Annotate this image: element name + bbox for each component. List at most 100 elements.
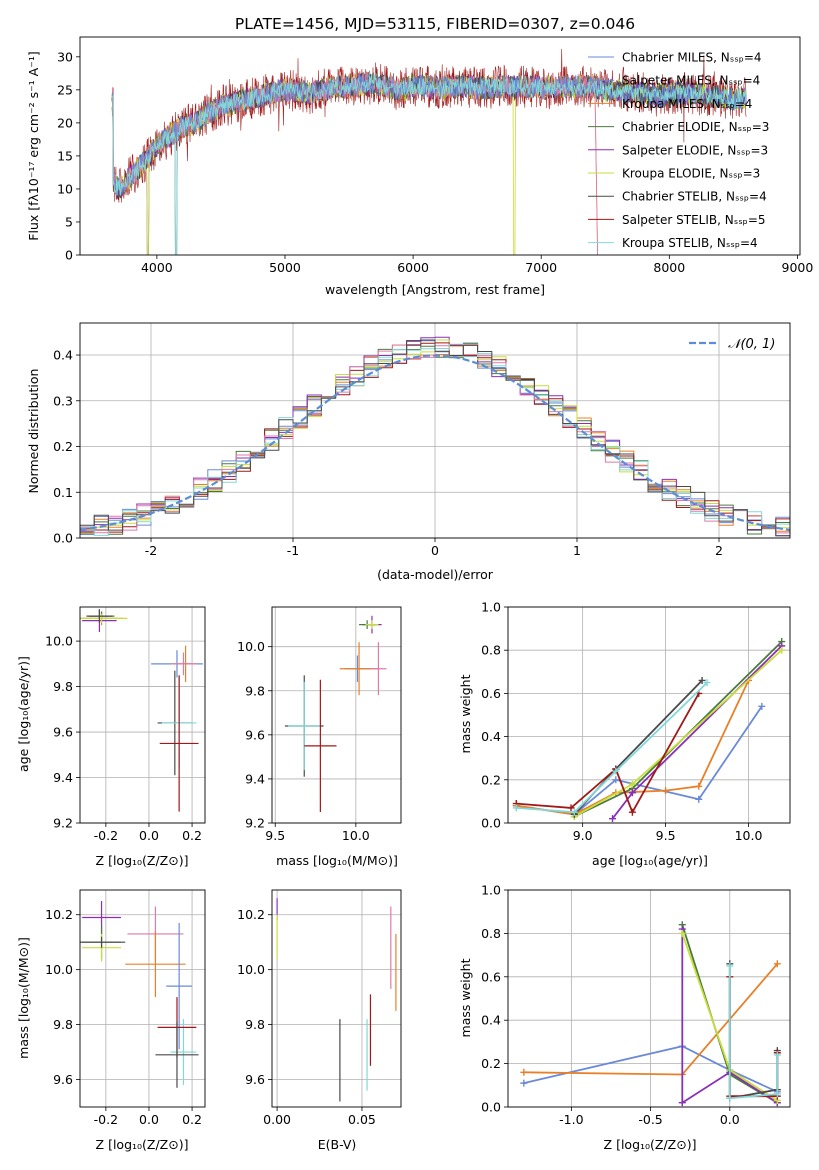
residuals-y-tick-label: 0.0 [53, 531, 73, 546]
mass-vs-ebv-y-tick-label: 10.0 [237, 962, 265, 977]
massweight-vs-Z-x-tick-label: -1.0 [559, 1112, 583, 1127]
massweight-vs-age-x-tick-label: 9.5 [656, 828, 676, 843]
mass-weight-vs-age-y-label: mass weight [458, 674, 473, 753]
mass-weight-vs-metallicity-panel: -1.0 -0.5 0.0 0.0 0.2 0.4 0.6 0.8 1.0 Z [log₁₀(Z… [458, 883, 791, 1152]
mass-weight-point-marker [628, 780, 636, 788]
age-vs-Z-x-tick-label: 0.0 [139, 828, 159, 843]
spectrum-legend-label: Chabrier MILES, Nₛₛₚ=4 [622, 51, 762, 65]
mass-weight-vs-metallicity-plot-area: -1.0 -0.5 0.0 0.0 0.2 0.4 0.6 0.8 1.0 [481, 883, 791, 1127]
mass-weight-point-marker [609, 815, 617, 823]
normal-legend-label: 𝒩(0, 1) [728, 337, 775, 352]
spectrum-x-tick-label: 6000 [397, 260, 429, 275]
mass-weight-point-marker [628, 789, 636, 797]
mass-weight-vs-age-panel: 9.0 9.5 10.0 0.0 0.2 0.4 0.6 0.8 1.0 age [log₁₀(… [458, 600, 791, 868]
age-vs-mass-x-label: mass [log₁₀(M/M⊙)] [276, 853, 398, 868]
spectrum-panel: PLATE=1456, MJD=53115, FIBERID=0307, z=0… [26, 15, 813, 297]
residuals-x-tick-label: -2 [145, 543, 157, 558]
age-vs-Z-x-tick-label: -0.2 [94, 828, 118, 843]
residuals-y-tick-label: 0.3 [53, 393, 73, 408]
mass-weight-point-marker [662, 787, 670, 795]
age-vs-metallicity-x-label: Z [log₁₀(Z/Z⊙)] [96, 853, 189, 868]
spectrum-y-tick-label: 15 [57, 148, 73, 163]
massweight-vs-Z-x-tick-label: 0.0 [720, 1112, 740, 1127]
mass-vs-ebv-x-tick-label: 0.05 [348, 1112, 376, 1127]
mass-weight-point-marker [695, 782, 703, 790]
histogram-legend: 𝒩(0, 1) [689, 337, 775, 352]
residual-histogram-panel: -2 -1 0 1 2 0.0 0.1 0.2 0.3 0.4 (data-model)/erro… [26, 322, 791, 582]
histogram-plot-area: -2 -1 0 1 2 0.0 0.1 0.2 0.3 0.4 [53, 322, 791, 558]
massweight-vs-Z-frame [507, 889, 791, 1108]
massweight-vs-age-y-tick-label: 1.0 [481, 600, 501, 615]
mass-vs-ebv-x-tick-label: 0.00 [263, 1112, 291, 1127]
spectrum-plot-area: 4000 5000 6000 7000 8000 9000 0 5 10 15 20 25 30 [57, 36, 814, 275]
mass-weight-vs-age-x-label: age [log₁₀(age/yr)] [592, 853, 708, 868]
mass-weight-series-line [516, 681, 708, 814]
mass-vs-ebv-frame [271, 889, 402, 1108]
age-vs-metallicity-panel: -0.2 0.0 0.2 9.2 9.4 9.6 9.8 10.0 Z [log₁₀(Z/Z⊙… [16, 606, 206, 868]
histogram-x-label: (data-model)/error [377, 567, 494, 582]
mass-vs-ebv-y-tick-label: 10.2 [237, 907, 265, 922]
mass-weight-point-marker [758, 702, 766, 710]
mass-weight-vs-metallicity-y-label: mass weight [458, 958, 473, 1037]
mass-weight-point-marker [678, 1099, 686, 1107]
residuals-x-tick-label: 2 [715, 543, 723, 558]
mass-weight-point-marker [726, 1094, 734, 1102]
spectrum-y-tick-label: 25 [57, 82, 73, 97]
mass-weight-point-marker [567, 804, 575, 812]
spectrum-title: PLATE=1456, MJD=53115, FIBERID=0307, z=0… [235, 15, 635, 33]
age-vs-metallicity-y-label: age [log₁₀(age/yr)] [16, 656, 31, 772]
residuals-x-tick-label: 0 [431, 543, 439, 558]
mass-vs-Z-y-tick-label: 10.0 [45, 962, 73, 977]
age-vs-mass-plot-area: 9.5 10.0 9.2 9.4 9.6 9.8 10.0 [237, 606, 402, 843]
mass-vs-Z-y-tick-label: 10.2 [45, 907, 73, 922]
residuals-y-tick-label: 0.4 [53, 348, 73, 363]
massweight-vs-Z-x-tick-label: -0.5 [638, 1112, 662, 1127]
spectrum-y-label: Flux [fλ10⁻¹⁷ erg cm⁻² s⁻¹ A⁻¹] [26, 51, 41, 240]
mass-vs-extinction-x-label: E(B-V) [318, 1137, 357, 1152]
spectrum-x-tick-label: 9000 [782, 260, 814, 275]
mass-vs-Z-y-tick-label: 9.8 [53, 1017, 73, 1032]
massweight-vs-age-y-tick-label: 0.2 [481, 772, 501, 787]
mass-vs-ebv-y-tick-label: 9.8 [245, 1017, 265, 1032]
residuals-x-tick-label: 1 [573, 543, 581, 558]
age-vs-mass-x-tick-label: 9.5 [265, 828, 285, 843]
massweight-vs-Z-y-tick-label: 0.8 [481, 926, 501, 941]
histogram-y-label: Normed distribution [26, 369, 41, 494]
mass-vs-ebv-y-tick-label: 9.6 [245, 1072, 265, 1087]
age-vs-metallicity-plot-area: -0.2 0.0 0.2 9.2 9.4 9.6 9.8 10.0 [45, 606, 206, 843]
massweight-vs-age-y-tick-label: 0.6 [481, 686, 501, 701]
mass-weight-point-marker [773, 960, 781, 968]
residuals-y-tick-label: 0.2 [53, 439, 73, 454]
mass-vs-metallicity-plot-area: -0.2 0.0 0.2 9.6 9.8 10.0 10.2 [45, 889, 206, 1127]
spectrum-legend-label: Chabrier STELIB, Nₛₛₚ=4 [622, 190, 767, 204]
massweight-vs-age-frame [507, 606, 791, 824]
mass-vs-metallicity-panel: -0.2 0.0 0.2 9.6 9.8 10.0 10.2 Z [log₁₀(Z/Z⊙)]… [16, 889, 206, 1152]
massweight-vs-Z-y-tick-label: 1.0 [481, 883, 501, 898]
massweight-vs-age-y-tick-label: 0.0 [481, 816, 501, 831]
mass-weight-point-marker [695, 795, 703, 803]
age-vs-mass-y-tick-label: 10.0 [237, 639, 265, 654]
massweight-vs-Z-y-tick-label: 0.6 [481, 969, 501, 984]
histogram-series-step [80, 336, 790, 537]
mass-weight-point-marker [678, 929, 686, 937]
spectrum-y-tick-label: 30 [57, 49, 73, 64]
age-vs-mass-frame [271, 606, 402, 824]
mass-weight-point-marker [570, 808, 578, 816]
age-vs-Z-x-tick-label: 0.2 [182, 828, 202, 843]
mass-weight-series-line [573, 649, 783, 818]
mass-vs-extinction-panel: 0.00 0.05 9.6 9.8 10.0 10.2 E(B-V) [237, 889, 402, 1152]
spectrum-frame [79, 36, 801, 256]
mass-weight-point-marker [773, 1090, 781, 1098]
age-vs-Z-y-tick-label: 10.0 [45, 634, 73, 649]
spectrum-y-tick-label: 20 [57, 115, 73, 130]
mass-weight-series-line [728, 966, 779, 1100]
spectrum-series-line [111, 72, 747, 196]
spectrum-x-label: wavelength [Angstrom, rest frame] [325, 282, 545, 297]
spectrum-legend-label: Salpeter ELODIE, Nₛₛₚ=3 [622, 143, 768, 157]
spectrum-legend: Chabrier MILES, Nₛₛₚ=4 Salpeter MILES, Nₛ… [588, 51, 769, 250]
mass-vs-Z-x-tick-label: 0.2 [182, 1112, 202, 1127]
age-vs-mass-y-tick-label: 9.6 [245, 727, 265, 742]
spectrum-legend-label: Salpeter MILES, Nₛₛₚ=4 [622, 74, 760, 88]
mass-weight-point-marker [520, 1068, 528, 1076]
mass-weight-vs-age-plot-area: 9.0 9.5 10.0 0.0 0.2 0.4 0.6 0.8 1.0 [481, 600, 791, 843]
